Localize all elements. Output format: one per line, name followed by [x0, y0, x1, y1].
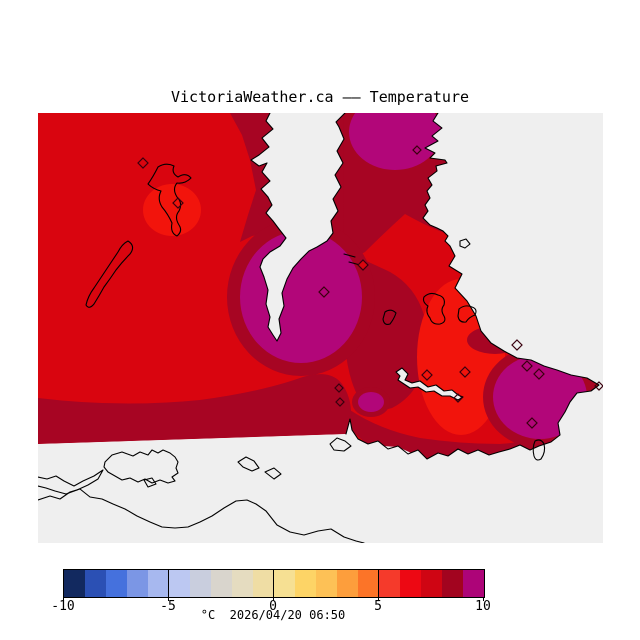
station-marker-7	[533, 368, 545, 380]
colorbar-tick-label: 0	[269, 599, 277, 614]
lake-northwest	[147, 163, 192, 237]
colorbar-cell-17	[421, 570, 442, 597]
main-coastline	[345, 113, 600, 460]
lake-channel-coastline	[395, 367, 464, 401]
colorbar-divider	[273, 569, 274, 598]
colorbar-cell-19	[463, 570, 484, 597]
colorbar-tick	[168, 597, 169, 601]
colorbar-cell-4	[148, 570, 169, 597]
island-east-coast	[459, 238, 471, 249]
south-mainland-coast	[38, 488, 365, 543]
colorbar-cell-18	[442, 570, 463, 597]
south-coast-islands-ne	[237, 456, 282, 480]
station-marker-14	[335, 397, 345, 407]
crimson-south-coast-strip	[350, 410, 560, 459]
station-marker-3	[318, 286, 330, 298]
colorbar-cell-10	[274, 570, 295, 597]
colorbar-tick-label: 10	[475, 599, 491, 614]
bright-red-blob-west	[143, 184, 201, 236]
station-marker-5	[511, 339, 523, 351]
colorbar-tick-label: 5	[374, 599, 382, 614]
land-temperature-field	[38, 113, 599, 459]
gulf-water	[251, 113, 345, 341]
lake-channel-water	[396, 368, 463, 400]
archipelago-big-island	[103, 449, 179, 484]
station-marker-4	[412, 145, 422, 155]
colorbar-cell-1	[85, 570, 106, 597]
station-marker-1	[172, 197, 184, 209]
colorbar-tick	[273, 597, 274, 601]
colorbar-cell-6	[190, 570, 211, 597]
temperature-colorbar	[63, 569, 485, 598]
station-marker-10	[453, 393, 463, 403]
colorbar-cell-3	[127, 570, 148, 597]
colorbar-cell-2	[106, 570, 127, 597]
colorbar-tick	[483, 597, 484, 601]
colorbar-cell-8	[232, 570, 253, 597]
colorbar-cell-12	[316, 570, 337, 597]
lake-east-2	[382, 309, 397, 325]
lake-east-1	[422, 292, 446, 325]
crimson-bottom-band	[38, 374, 352, 444]
colorbar-divider	[168, 569, 169, 598]
archipelago-islet	[143, 477, 157, 488]
lake-southwest	[85, 240, 134, 308]
lake-east-3	[457, 305, 477, 323]
station-marker-9	[421, 369, 433, 381]
colorbar-cell-14	[358, 570, 379, 597]
station-marker-0	[137, 157, 149, 169]
colorbar-unit-timestamp: °C 2026/04/20 06:50	[200, 608, 346, 622]
island-south-small	[329, 437, 352, 452]
colorbar-cell-16	[400, 570, 421, 597]
colorbar-tick-label: -10	[51, 599, 75, 614]
colorbar-cell-7	[211, 570, 232, 597]
island-southeast	[532, 439, 546, 461]
colorbar-cell-9	[253, 570, 274, 597]
colorbar-cell-5	[169, 570, 190, 597]
station-marker-11	[526, 417, 538, 429]
colorbar-cell-0	[64, 570, 85, 597]
station-marker-8	[459, 366, 471, 378]
station-marker-2	[357, 259, 369, 271]
gulf-coastline	[250, 113, 346, 342]
magenta-pocket	[358, 392, 384, 412]
colorbar-divider	[378, 569, 379, 598]
page-title: VictoriaWeather.ca —— Temperature	[170, 88, 469, 106]
colorbar-tick	[378, 597, 379, 601]
colorbar-tick	[63, 597, 64, 601]
colorbar-cell-15	[379, 570, 400, 597]
station-marker-13	[334, 383, 344, 393]
station-marker-12	[594, 381, 603, 391]
magenta-north-cap	[349, 113, 441, 170]
archipelago-chain-west	[38, 469, 104, 495]
colorbar-cell-11	[295, 570, 316, 597]
colorbar-tick-label: -5	[160, 599, 176, 614]
colorbar-cell-13	[337, 570, 358, 597]
station-marker-6	[521, 360, 533, 372]
station-markers	[137, 145, 603, 429]
